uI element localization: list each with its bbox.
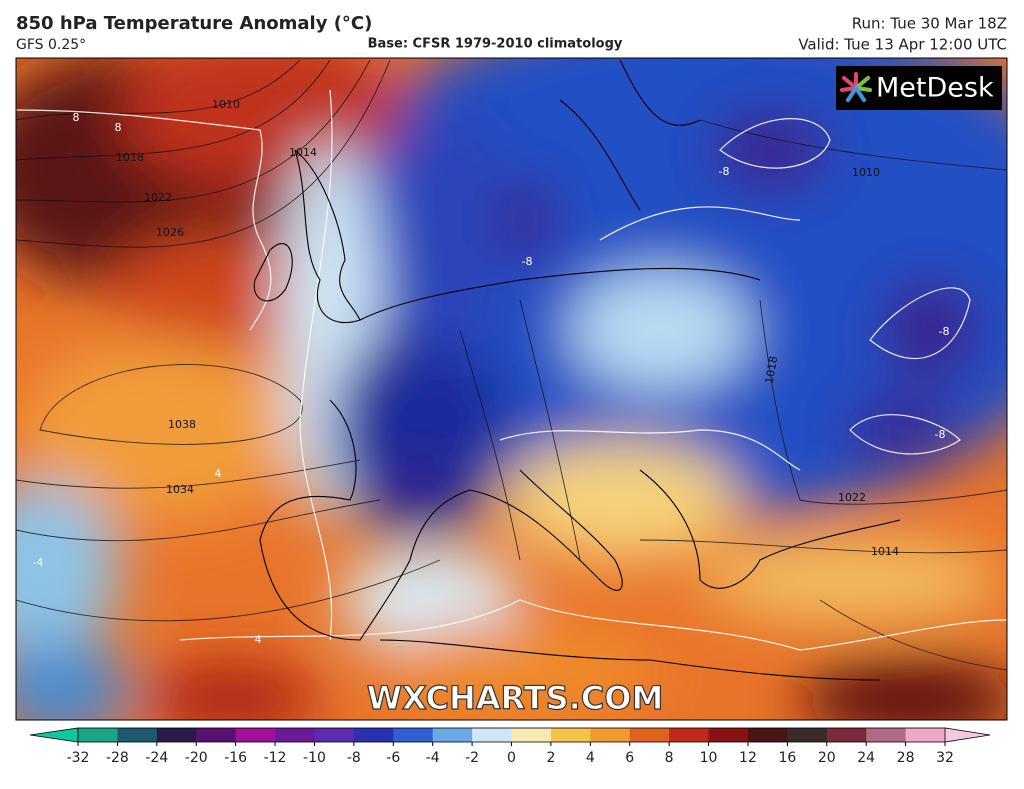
contour-label: -4 bbox=[33, 556, 44, 569]
colorbar-tick-label: 8 bbox=[665, 750, 674, 766]
colorbar-segment bbox=[314, 728, 355, 742]
contour-label: -8 bbox=[522, 255, 533, 268]
colorbar-segment bbox=[196, 728, 237, 742]
base-label: Base: CFSR 1979-2010 climatology bbox=[368, 37, 623, 52]
colorbar-tick-label: -28 bbox=[106, 750, 129, 766]
run-label: Run: Tue 30 Mar 18Z bbox=[852, 15, 1007, 33]
colorbar-segment bbox=[550, 728, 591, 742]
colorbar-high-extension bbox=[944, 727, 991, 743]
logo-icon bbox=[840, 72, 872, 102]
colorbar-low-extension bbox=[29, 727, 79, 743]
contour-label: -8 bbox=[939, 325, 950, 338]
colorbar-tick-label: 20 bbox=[818, 750, 836, 766]
colorbar-tick-label: -6 bbox=[386, 750, 400, 766]
colorbar-segment bbox=[669, 728, 710, 742]
contour-label: -8 bbox=[935, 428, 946, 441]
colorbar-segment bbox=[275, 728, 315, 742]
colorbar-tick-label: 12 bbox=[739, 750, 757, 766]
colorbar-tick-label: -16 bbox=[224, 750, 247, 766]
contour-label: 1026 bbox=[156, 226, 184, 239]
contour-label: 1022 bbox=[144, 191, 172, 204]
colorbar-segment bbox=[708, 728, 749, 742]
colorbar-segment bbox=[826, 728, 867, 742]
title: 850 hPa Temperature Anomaly (°C) bbox=[16, 13, 372, 34]
colorbar-segment bbox=[393, 728, 434, 742]
contour-label: 1014 bbox=[871, 545, 899, 558]
model-label: GFS 0.25° bbox=[16, 37, 86, 53]
valid-label: Valid: Tue 13 Apr 12:00 UTC bbox=[798, 36, 1007, 54]
map-frame bbox=[15, 57, 1008, 721]
colorbar-tick-label: 6 bbox=[625, 750, 634, 766]
contour-label: 1038 bbox=[168, 418, 196, 431]
contour-label: 8 bbox=[115, 121, 122, 134]
colorbar-tick-label: 4 bbox=[586, 750, 595, 766]
contour-label: 1018 bbox=[763, 355, 781, 385]
colorbar-segment bbox=[156, 728, 197, 742]
contour-label: 1010 bbox=[212, 98, 240, 111]
contour-label: -8 bbox=[719, 165, 730, 178]
colorbar-segment bbox=[472, 728, 512, 742]
contour-label: 1010 bbox=[852, 166, 880, 179]
colorbar-tick-label: -20 bbox=[185, 750, 208, 766]
colorbar-tick-label: 32 bbox=[936, 750, 954, 766]
colorbar-tick-label: 2 bbox=[546, 750, 555, 766]
colorbar-segment bbox=[117, 728, 158, 742]
colorbar-segment bbox=[787, 728, 828, 742]
colorbar-tick-label: -12 bbox=[264, 750, 287, 766]
contour-label: 4 bbox=[255, 633, 262, 646]
contour-label: 1014 bbox=[289, 146, 317, 159]
colorbar-tick-label: -32 bbox=[67, 750, 90, 766]
contour-label: 8 bbox=[73, 111, 80, 124]
contour-label: 4 bbox=[215, 467, 222, 480]
contour-label: 1034 bbox=[166, 483, 194, 496]
colorbar-segment bbox=[866, 728, 907, 742]
colorbar-tick-label: 28 bbox=[897, 750, 915, 766]
watermark: WXCHARTS.COM bbox=[367, 679, 664, 717]
colorbar-segment bbox=[905, 728, 946, 742]
colorbar-tick-label: 10 bbox=[700, 750, 718, 766]
colorbar-segment bbox=[747, 728, 788, 742]
colorbar-tick-label: -4 bbox=[426, 750, 440, 766]
colorbar-segment bbox=[235, 728, 276, 742]
logo-text: MetDesk bbox=[876, 73, 994, 104]
colorbar-segment bbox=[353, 728, 394, 742]
colorbar: -32 -28 -24 -20 -16 -12 -10 -8 -6 -4 -2 0 2 4 6 8 10 12 16… bbox=[29, 727, 991, 766]
contour-label: 1022 bbox=[838, 491, 866, 504]
colorbar-tick-label: 0 bbox=[507, 750, 516, 766]
contour-label: 1018 bbox=[116, 151, 144, 164]
colorbar-segment bbox=[78, 728, 118, 742]
colorbar-tick-label: 24 bbox=[857, 750, 875, 766]
colorbar-tick-label: 16 bbox=[778, 750, 796, 766]
colorbar-segment bbox=[590, 728, 631, 742]
colorbar-tick-label: -8 bbox=[347, 750, 361, 766]
colorbar-tick-label: -2 bbox=[465, 750, 479, 766]
colorbar-tick-label: -10 bbox=[303, 750, 326, 766]
colorbar-segment bbox=[511, 728, 552, 742]
colorbar-segment bbox=[432, 728, 473, 742]
map: 1038 1034 1018 1022 1026 1014 1010 1022 … bbox=[16, 58, 1007, 720]
colorbar-tick-label: -24 bbox=[145, 750, 168, 766]
colorbar-segment bbox=[629, 728, 670, 742]
